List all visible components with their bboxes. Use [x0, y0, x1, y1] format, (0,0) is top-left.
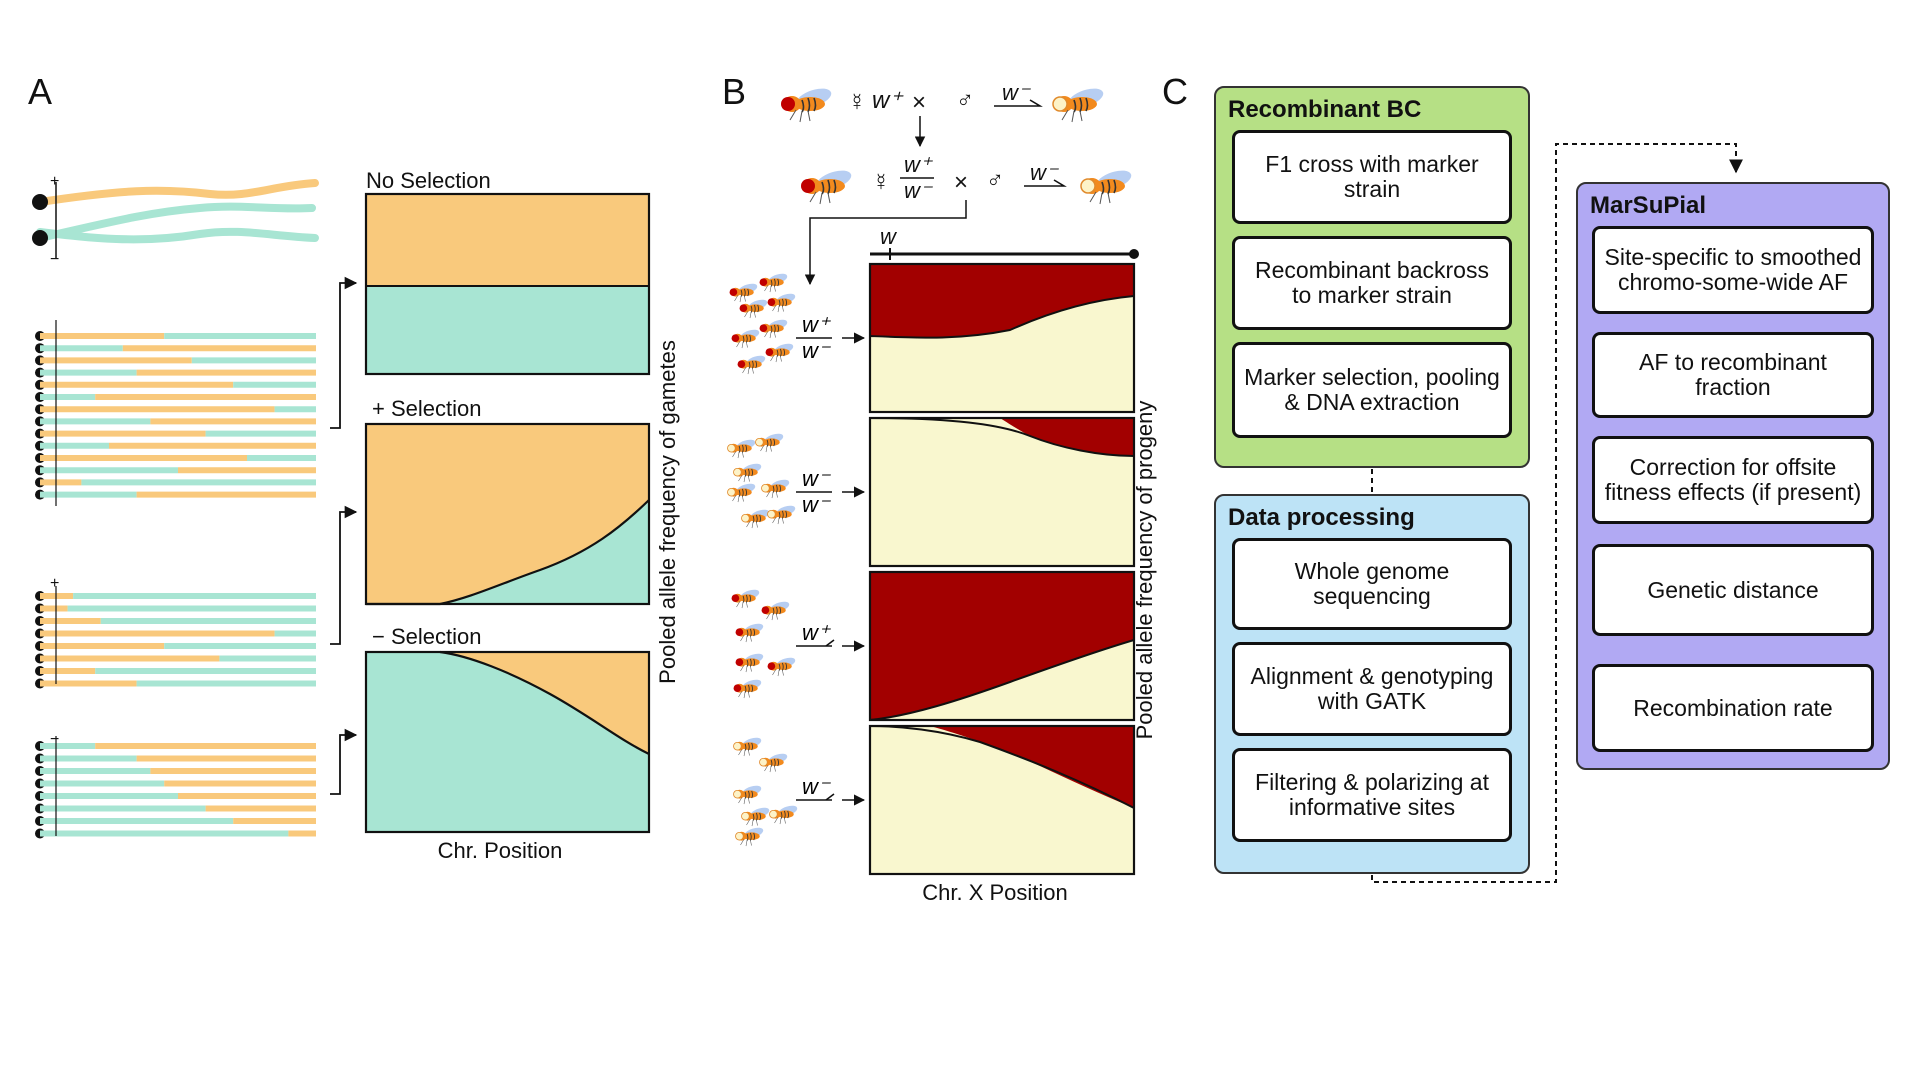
female-symbol-2: ☿ — [872, 169, 890, 196]
a-plot-no-selection: No Selection — [364, 168, 651, 376]
row-genotype-bottom: w⁻ — [802, 492, 832, 517]
step-wgs: Whole genome sequencing — [1232, 538, 1512, 630]
b-plot-row-1 — [868, 262, 1136, 414]
hetero-bottom: w⁻ — [904, 178, 934, 203]
cross-times-2: × — [954, 169, 968, 196]
panel-a-label: A — [28, 71, 52, 112]
a-plot-title-3: − Selection — [372, 624, 481, 649]
b-fly-cluster-1 — [730, 272, 797, 374]
b-xlabel: Chr. X Position — [922, 880, 1068, 905]
male-symbol: ♂ — [956, 87, 974, 114]
step-backcross: Recombinant backross to marker strain — [1232, 236, 1512, 330]
row-genotype-top: w⁻ — [802, 774, 832, 799]
white-eyed-fly-icon — [1080, 166, 1135, 205]
marker-label: w — [880, 224, 898, 249]
hetero-top: w⁺ — [904, 152, 934, 177]
step-af-to-fraction: AF to recombinant fraction — [1592, 332, 1874, 418]
strand-minus-sign: − — [50, 251, 59, 268]
group-minus-sign: − — [50, 731, 59, 748]
step-f1-cross: F1 cross with marker strain — [1232, 130, 1512, 224]
gamete-strands — [35, 320, 316, 839]
row-genotype-top: w⁺ — [802, 620, 832, 645]
step-offsite-correction: Correction for offsite fitness effects (… — [1592, 436, 1874, 524]
a-plot-title-2: + Selection — [372, 396, 481, 421]
group-plus-sign: + — [50, 575, 59, 592]
marsupial-title: MarSuPial — [1590, 192, 1707, 219]
step-filtering: Filtering & polarizing at informative si… — [1232, 748, 1512, 842]
b-ylabel: Pooled allele frequency of progeny — [1132, 401, 1157, 740]
step-recombination-rate: Recombination rate — [1592, 664, 1874, 752]
homolog-pair: + − — [32, 173, 319, 268]
female-symbol: ☿ — [848, 89, 866, 116]
step-alignment: Alignment & genotyping with GATK — [1232, 642, 1512, 736]
a-brackets — [330, 276, 358, 795]
data-processing-title: Data processing — [1228, 504, 1415, 531]
b-fly-cluster-4 — [734, 736, 799, 846]
panel-b-label: B — [722, 71, 746, 112]
a-ylabel: Pooled allele frequency of gametes — [655, 340, 680, 684]
recombinant-bc-title: Recombinant BC — [1228, 96, 1422, 123]
row-genotype-top: w⁻ — [802, 466, 832, 491]
row-genotype-top: w⁺ — [802, 312, 832, 337]
red-eyed-fly-icon — [780, 84, 835, 123]
red-eyed-fly-icon — [800, 166, 855, 205]
cross-times-1: × — [912, 89, 926, 116]
b-fly-cluster-2 — [728, 432, 797, 528]
white-eyed-fly-icon — [1052, 84, 1107, 123]
step-marker-selection: Marker selection, pooling & DNA extracti… — [1232, 342, 1512, 438]
b-plot-row-3 — [868, 570, 1136, 722]
a-plot-minus-selection: − Selection — [364, 624, 651, 834]
a-plot-plus-selection: + Selection — [364, 396, 651, 606]
a-plot-title-1: No Selection — [366, 168, 491, 193]
b-plot-row-2 — [868, 416, 1136, 568]
b-plot-row-4 — [868, 724, 1136, 876]
step-genetic-distance: Genetic distance — [1592, 544, 1874, 636]
strand-plus-sign: + — [50, 173, 59, 190]
row-genotype-bottom: w⁻ — [802, 338, 832, 363]
male-genotype: w⁻ — [1002, 80, 1032, 105]
a-xlabel: Chr. Position — [438, 838, 563, 863]
b-fly-cluster-3 — [732, 588, 797, 698]
panel-c-label: C — [1162, 71, 1188, 112]
step-smoothing: Site-specific to smoothed chromo-some-wi… — [1592, 226, 1874, 314]
male-symbol-2: ♂ — [986, 167, 1004, 194]
female-genotype: w⁺ — [872, 87, 904, 114]
